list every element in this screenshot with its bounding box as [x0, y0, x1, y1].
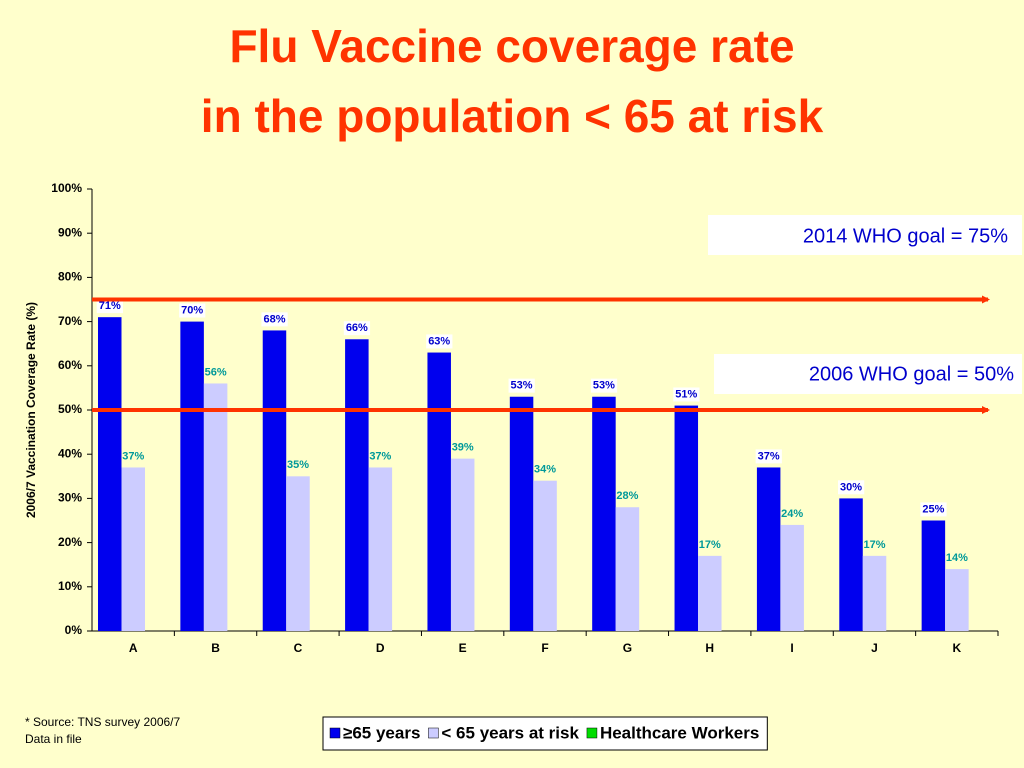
bar	[121, 467, 145, 631]
legend-swatch	[428, 727, 439, 739]
value-label: 51%	[675, 388, 697, 400]
y-tick-label: 90%	[58, 225, 82, 239]
value-label-bg	[343, 321, 371, 336]
value-label-bg	[920, 502, 947, 517]
bar	[427, 352, 451, 631]
value-label-bg	[179, 303, 206, 318]
bar	[180, 321, 204, 631]
goal-annotation: 2006 WHO goal = 50%	[714, 354, 1022, 394]
footnote: * Source: TNS survey 2006/7	[25, 715, 181, 729]
legend-label: ≥65 years	[343, 723, 420, 742]
legend-box	[322, 716, 768, 751]
goal-annotation: 2014 WHO goal = 75%	[708, 215, 1022, 255]
legend-swatch	[586, 727, 598, 739]
value-label: 71%	[99, 300, 121, 312]
bar	[368, 467, 393, 631]
value-label: 53%	[593, 380, 615, 392]
annotation-box	[714, 354, 1022, 394]
y-tick-label: 20%	[58, 535, 82, 549]
value-label-bg	[755, 449, 782, 464]
value-label: 28%	[616, 490, 638, 502]
y-tick-label: 100%	[51, 181, 82, 195]
bar	[592, 396, 616, 631]
x-tick-label: F	[541, 641, 548, 655]
x-tick-label: J	[871, 641, 878, 655]
x-tick-label: H	[705, 641, 714, 655]
value-label: 35%	[287, 459, 309, 471]
bar	[509, 396, 534, 631]
value-label-bg	[96, 299, 123, 314]
annotation: 2014 WHO goal = 75%	[803, 225, 1008, 247]
value-label: 39%	[452, 442, 474, 454]
bar	[674, 405, 699, 631]
bar	[862, 555, 887, 631]
annotation: 2006 WHO goal = 50%	[809, 363, 1014, 385]
bar	[839, 498, 863, 631]
legend-swatch	[329, 727, 341, 739]
y-tick-label: 10%	[58, 579, 82, 593]
value-label: 17%	[699, 539, 721, 551]
value-label: 24%	[781, 508, 803, 520]
legend: ≥65 years < 65 years at risk Healthcare Wo…	[322, 716, 768, 751]
value-label: 70%	[181, 305, 203, 317]
value-label: 63%	[428, 335, 450, 347]
bar	[533, 480, 557, 631]
value-label: 56%	[205, 366, 227, 378]
annotation-box	[708, 215, 1022, 255]
value-label: 68%	[263, 313, 285, 325]
bar	[450, 458, 475, 631]
value-label-bg	[590, 378, 618, 393]
value-label: 53%	[511, 380, 533, 392]
footnote: Data in file	[25, 732, 82, 746]
bar	[698, 555, 722, 631]
bar	[203, 383, 228, 631]
value-label: 37%	[758, 450, 780, 462]
value-label-bg	[508, 378, 535, 393]
y-tick-label: 80%	[58, 270, 82, 284]
value-label-bg	[673, 387, 700, 402]
bar	[756, 467, 781, 631]
y-tick-label: 50%	[58, 402, 82, 416]
value-label: 37%	[122, 450, 144, 462]
value-label-bg	[426, 334, 453, 349]
bar	[921, 520, 946, 631]
value-label: 17%	[864, 539, 886, 551]
value-label-bg	[838, 480, 865, 495]
value-label: 14%	[946, 552, 968, 564]
value-label: 66%	[346, 322, 368, 334]
x-tick-label: K	[952, 641, 961, 655]
bar	[98, 317, 122, 631]
y-tick-label: 0%	[65, 623, 83, 637]
y-tick-label: 30%	[58, 491, 82, 505]
y-axis-label: 2006/7 Vaccination Coverage Rate (%)	[24, 302, 38, 518]
value-label: 37%	[369, 450, 391, 462]
value-label-bg	[261, 312, 288, 327]
x-tick-label: I	[790, 641, 793, 655]
bar	[780, 524, 804, 631]
bar	[345, 339, 369, 631]
y-tick-label: 60%	[58, 358, 82, 372]
value-label: 25%	[922, 503, 944, 515]
bar	[945, 569, 969, 631]
x-tick-label: A	[129, 641, 138, 655]
x-tick-label: C	[294, 641, 303, 655]
bar	[286, 476, 310, 631]
chart-subtitle: in the population < 65 at risk	[201, 90, 824, 142]
bar	[615, 507, 640, 631]
x-tick-label: D	[376, 641, 385, 655]
x-tick-label: G	[623, 641, 632, 655]
x-tick-label: E	[459, 641, 467, 655]
y-tick-label: 40%	[58, 446, 82, 460]
legend-label: < 65 years at risk	[441, 723, 579, 742]
value-label: 34%	[534, 464, 556, 476]
y-tick-label: 70%	[58, 314, 82, 328]
legend-label: Healthcare Workers	[600, 723, 759, 742]
chart-title: Flu Vaccine coverage rate	[229, 20, 794, 72]
x-tick-label: B	[211, 641, 220, 655]
value-label: 30%	[840, 481, 862, 493]
bar	[262, 330, 287, 631]
